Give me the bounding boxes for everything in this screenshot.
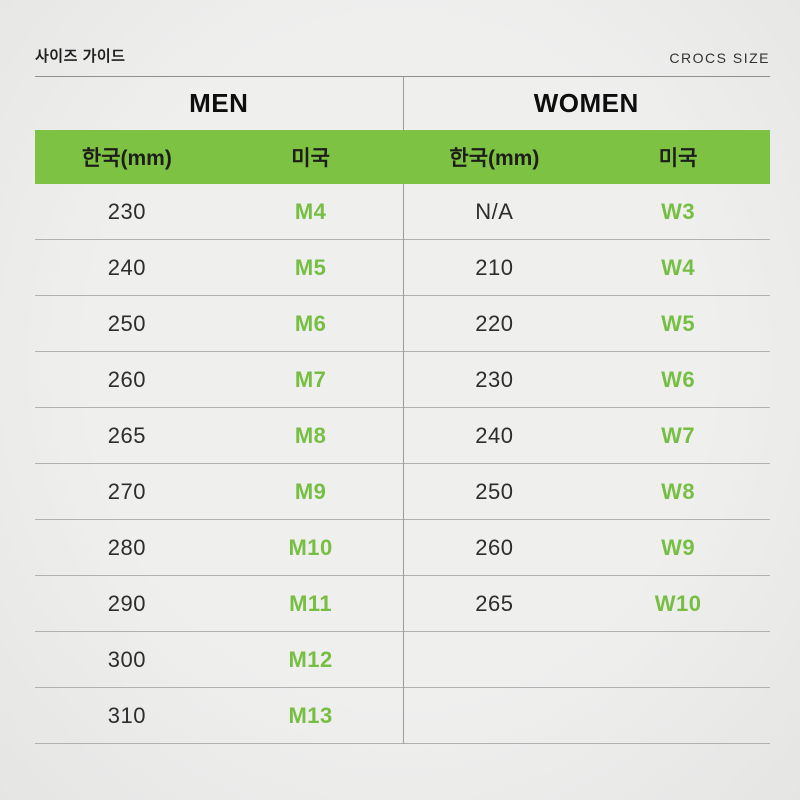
- kr-size-cell: [403, 632, 587, 687]
- men-table-row: 230 M4: [35, 184, 403, 240]
- size-guide-content: 사이즈 가이드 CROCS SIZE MEN 한국(mm) 미국 230 M4 …: [35, 0, 770, 744]
- women-column-header-bar: 한국(mm) 미국: [402, 130, 770, 184]
- us-size-cell: M13: [288, 702, 333, 728]
- men-kr-column-header: 한국(mm): [81, 147, 172, 170]
- kr-size-cell: 240: [107, 254, 146, 280]
- us-size-cell: W4: [661, 254, 696, 280]
- men-table-row: 265 M8: [35, 408, 403, 464]
- us-size-cell: M5: [294, 254, 327, 280]
- men-table-row: 260 M7: [35, 352, 403, 408]
- women-kr-column-header: 한국(mm): [449, 147, 540, 170]
- men-table-row: 240 M5: [35, 240, 403, 296]
- kr-size-cell: 270: [107, 478, 146, 504]
- us-size-cell: M11: [289, 590, 333, 616]
- women-table-row: 260 W9: [402, 520, 770, 576]
- kr-size-cell: 280: [107, 534, 146, 560]
- kr-size-cell: 210: [475, 254, 514, 280]
- size-tables: MEN 한국(mm) 미국 230 M4 240 M5 250 M6: [35, 77, 770, 744]
- us-size-cell: M7: [294, 366, 327, 392]
- us-size-cell: W6: [661, 366, 696, 392]
- men-table-row: 280 M10: [35, 520, 403, 576]
- women-us-column-header: 미국: [658, 147, 698, 170]
- us-size-cell: M4: [294, 198, 327, 224]
- us-size-cell: M12: [288, 646, 333, 672]
- men-table-row: 250 M6: [35, 296, 403, 352]
- us-size-cell: M10: [288, 534, 333, 560]
- kr-size-cell: 260: [107, 366, 146, 392]
- women-table-title: WOMEN: [533, 88, 639, 118]
- women-table-row: 220 W5: [402, 296, 770, 352]
- us-size-cell: W7: [661, 422, 696, 448]
- men-table-row: 300 M12: [35, 632, 403, 688]
- us-size-cell: W10: [654, 590, 702, 616]
- kr-size-cell: [403, 688, 587, 743]
- men-table: MEN 한국(mm) 미국 230 M4 240 M5 250 M6: [35, 77, 403, 744]
- us-size-cell: W3: [661, 198, 696, 224]
- us-size-cell: M9: [294, 478, 327, 504]
- us-size-cell: M6: [294, 310, 327, 336]
- men-table-title: MEN: [189, 88, 249, 118]
- page-header: 사이즈 가이드 CROCS SIZE: [35, 0, 770, 77]
- women-table-row: 240 W7: [402, 408, 770, 464]
- men-column-header-bar: 한국(mm) 미국: [35, 130, 403, 184]
- women-table-row-empty: [402, 688, 770, 744]
- kr-size-cell: 240: [475, 422, 514, 448]
- women-table-row: 265 W10: [402, 576, 770, 632]
- us-size-cell: W9: [661, 534, 696, 560]
- women-table-row: 230 W6: [402, 352, 770, 408]
- kr-size-cell: N/A: [475, 198, 514, 224]
- kr-size-cell: 300: [107, 646, 146, 672]
- us-size-cell: M8: [294, 422, 327, 448]
- us-size-cell: [586, 632, 770, 687]
- men-us-column-header: 미국: [291, 147, 330, 170]
- kr-size-cell: 250: [475, 478, 514, 504]
- men-table-row: 310 M13: [35, 688, 403, 744]
- kr-size-cell: 230: [107, 198, 146, 224]
- us-size-cell: W5: [661, 310, 696, 336]
- women-table: WOMEN 한국(mm) 미국 N/A W3 210 W4 220 W5: [402, 77, 770, 744]
- size-guide-title: 사이즈 가이드: [35, 48, 126, 65]
- men-table-row: 270 M9: [35, 464, 403, 520]
- kr-size-cell: 230: [475, 366, 514, 392]
- kr-size-cell: 250: [107, 310, 146, 336]
- kr-size-cell: 310: [107, 702, 146, 728]
- kr-size-cell: 265: [107, 422, 146, 448]
- kr-size-cell: 290: [107, 590, 146, 616]
- women-table-row: 250 W8: [402, 464, 770, 520]
- men-table-row: 290 M11: [35, 576, 403, 632]
- women-table-row-empty: [402, 632, 770, 688]
- women-table-row: 210 W4: [402, 240, 770, 296]
- us-size-cell: [586, 688, 770, 743]
- kr-size-cell: 260: [475, 534, 514, 560]
- kr-size-cell: 265: [475, 590, 514, 616]
- kr-size-cell: 220: [475, 310, 514, 336]
- us-size-cell: W8: [661, 478, 696, 504]
- crocs-size-label: CROCS SIZE: [669, 50, 770, 66]
- women-table-row: N/A W3: [402, 184, 770, 240]
